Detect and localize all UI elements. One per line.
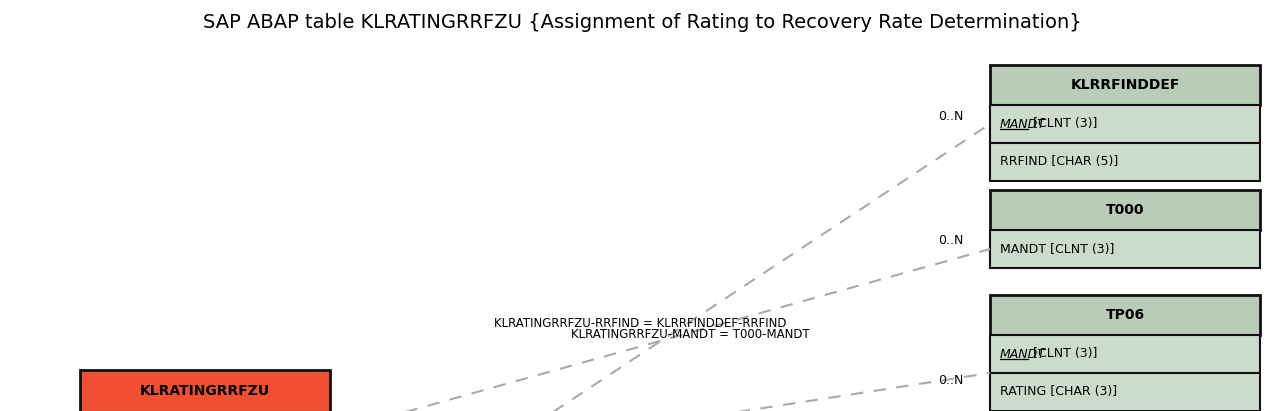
Text: KLRATINGRRFZU-RRFIND = KLRRFINDDEF-RRFIND: KLRATINGRRFZU-RRFIND = KLRRFINDDEF-RRFIN… xyxy=(493,317,786,330)
FancyBboxPatch shape xyxy=(989,230,1261,268)
FancyBboxPatch shape xyxy=(989,335,1261,373)
Text: T000: T000 xyxy=(1106,203,1144,217)
FancyBboxPatch shape xyxy=(989,143,1261,181)
Text: RATING [CHAR (3)]: RATING [CHAR (3)] xyxy=(1000,386,1117,399)
Text: TP06: TP06 xyxy=(1105,308,1145,322)
Text: MANDT: MANDT xyxy=(1000,118,1046,131)
FancyBboxPatch shape xyxy=(989,373,1261,411)
FancyBboxPatch shape xyxy=(989,190,1261,230)
FancyBboxPatch shape xyxy=(80,370,330,411)
Text: MANDT: MANDT xyxy=(1000,347,1046,360)
Text: MANDT [CLNT (3)]: MANDT [CLNT (3)] xyxy=(1000,242,1114,256)
Text: KLRATINGRRFZU-MANDT = T000-MANDT: KLRATINGRRFZU-MANDT = T000-MANDT xyxy=(571,328,810,342)
FancyBboxPatch shape xyxy=(989,65,1261,105)
Text: KLRRFINDDEF: KLRRFINDDEF xyxy=(1070,78,1180,92)
Text: [CLNT (3)]: [CLNT (3)] xyxy=(1029,118,1097,131)
Text: SAP ABAP table KLRATINGRRFZU {Assignment of Rating to Recovery Rate Determinatio: SAP ABAP table KLRATINGRRFZU {Assignment… xyxy=(203,12,1082,32)
Text: 0..N: 0..N xyxy=(938,235,964,247)
Text: [CLNT (3)]: [CLNT (3)] xyxy=(1029,347,1097,360)
Text: RRFIND [CHAR (5)]: RRFIND [CHAR (5)] xyxy=(1000,155,1118,169)
FancyBboxPatch shape xyxy=(989,105,1261,143)
Text: 0..N: 0..N xyxy=(938,109,964,122)
FancyBboxPatch shape xyxy=(989,295,1261,335)
Text: 0..N: 0..N xyxy=(938,374,964,388)
Text: KLRATINGRRFZU: KLRATINGRRFZU xyxy=(140,384,270,398)
